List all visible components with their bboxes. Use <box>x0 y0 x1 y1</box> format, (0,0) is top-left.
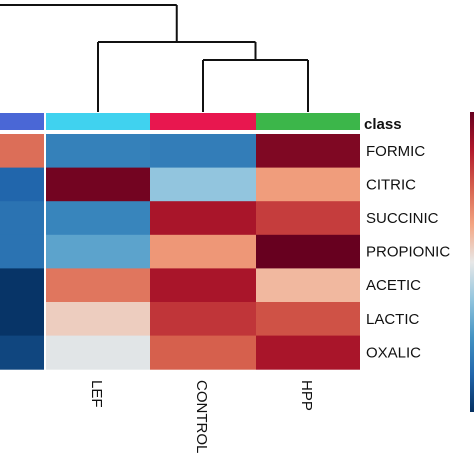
heatmap-cells <box>0 134 360 370</box>
heatmap-cell <box>46 167 150 202</box>
column-labels: LEF CONTROL HPP <box>88 380 315 453</box>
heatmap-cell <box>150 335 256 370</box>
heatmap-cell <box>46 302 150 337</box>
heatmap-cell <box>0 167 44 202</box>
column-label: HPP <box>298 380 315 411</box>
heatmap-cell <box>256 167 360 202</box>
heatmap-cell <box>0 268 44 303</box>
column-dendrogram <box>0 4 309 112</box>
class-cell <box>0 113 44 130</box>
row-label: PROPIONIC <box>366 244 450 261</box>
heatmap-cell <box>46 335 150 370</box>
heatmap-cell <box>256 201 360 236</box>
row-labels: FORMIC CITRIC SUCCINIC PROPIONIC ACETIC LACTI… <box>366 143 450 362</box>
row-label: CITRIC <box>366 176 416 193</box>
row-label: SUCCINIC <box>366 210 439 227</box>
heatmap-cell <box>256 134 360 169</box>
heatmap-cell <box>150 234 256 269</box>
heatmap-cell <box>256 234 360 269</box>
heatmap-cell <box>150 201 256 236</box>
heatmap-cell <box>46 268 150 303</box>
heatmap-cell <box>150 134 256 169</box>
heatmap-cell <box>0 234 44 269</box>
heatmap-cell <box>0 134 44 169</box>
heatmap-cell <box>0 302 44 337</box>
heatmap-cell <box>150 268 256 303</box>
row-label: FORMIC <box>366 143 425 160</box>
row-label: LACTIC <box>366 311 420 328</box>
legend-colorbar <box>470 112 474 412</box>
row-label: ACETIC <box>366 277 421 294</box>
heatmap-cell <box>46 234 150 269</box>
class-annotation-title: class <box>364 116 402 133</box>
column-label: CONTROL <box>193 380 210 453</box>
class-cell <box>46 113 150 130</box>
class-cell <box>150 113 256 130</box>
class-annotation-bar <box>0 113 360 130</box>
heatmap-cell <box>46 201 150 236</box>
heatmap-cell <box>256 335 360 370</box>
color-legend <box>470 112 474 412</box>
heatmap-cell <box>150 167 256 202</box>
column-label: LEF <box>88 380 105 408</box>
class-cell <box>256 113 360 130</box>
heatmap-cell <box>0 201 44 236</box>
row-label: OXALIC <box>366 344 421 361</box>
heatmap-cell <box>46 134 150 169</box>
heatmap-cell <box>0 335 44 370</box>
heatmap-cell <box>256 302 360 337</box>
heatmap-cell <box>150 302 256 337</box>
heatmap-cell <box>256 268 360 303</box>
